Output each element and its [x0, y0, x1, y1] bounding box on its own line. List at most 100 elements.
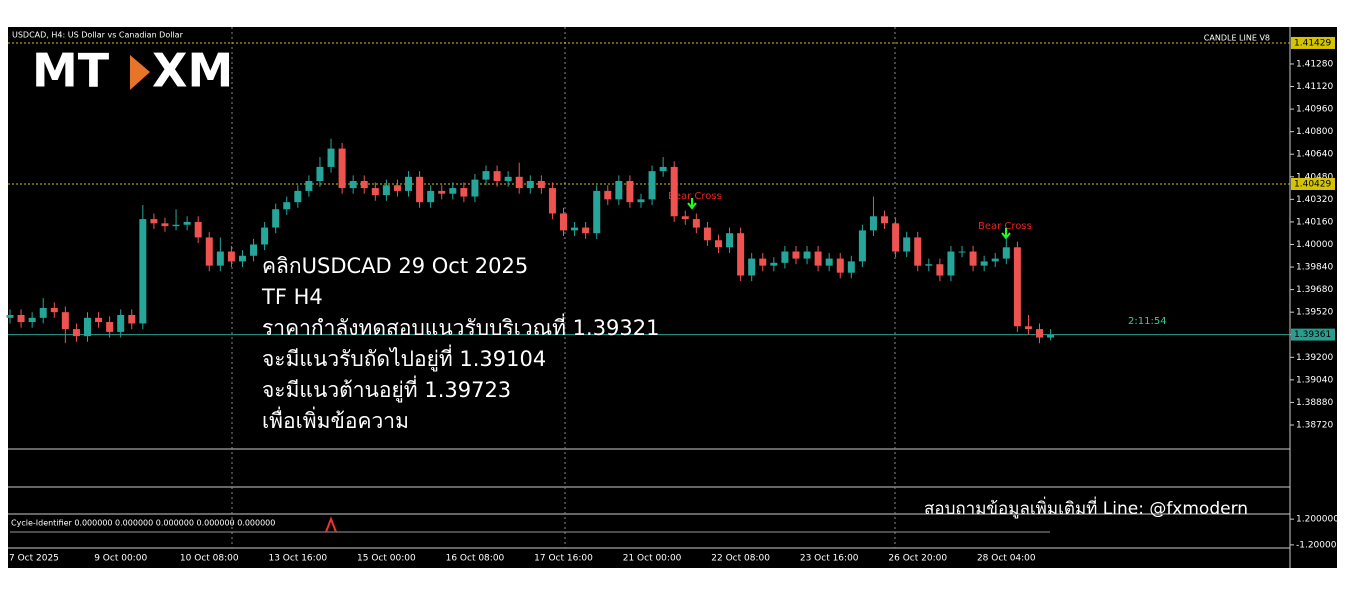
x-tick-label: 28 Oct 04:00 [977, 554, 1036, 564]
candle-body [825, 258, 833, 266]
candle-body [360, 181, 368, 189]
x-tick-label: 13 Oct 16:00 [268, 554, 327, 564]
candle-body [582, 227, 590, 234]
candle-body [659, 166, 667, 172]
candle-body [316, 166, 324, 182]
candle-body [759, 258, 767, 266]
candle-body [792, 251, 800, 259]
candle-body [493, 171, 501, 182]
candle-body [305, 181, 313, 191]
candle-body [892, 223, 900, 252]
candle-body [405, 176, 413, 191]
footer: สอบถามข้อมูลเพิ่มเติมที่ Line: @fxmodern [924, 496, 1248, 519]
candle-body [1013, 247, 1021, 327]
y-tick-label: -1.200000 [1296, 540, 1342, 550]
signal-arrow [687, 198, 697, 210]
y-tick-label: 1.40640 [1296, 150, 1333, 160]
candle-body [637, 199, 645, 203]
cycle-arrow [325, 516, 337, 533]
countdown: 2:11:54 [1128, 316, 1167, 327]
candle-body [427, 190, 435, 203]
candle-body [703, 227, 711, 241]
x-tick-label: 10 Oct 08:00 [180, 554, 239, 564]
logo-arrow [130, 55, 150, 90]
price-label-box [1291, 328, 1335, 341]
candle-body [571, 227, 579, 231]
y-tick-label: 1.40960 [1296, 105, 1333, 115]
y-tick-label: 1.41280 [1296, 59, 1333, 69]
candle-body [39, 307, 47, 318]
x-tick-label: 23 Oct 16:00 [800, 554, 859, 564]
logo-left: MT [32, 44, 110, 98]
candle-body [914, 237, 922, 266]
candle-body [903, 237, 911, 252]
candle-body [371, 188, 379, 196]
candle-body [648, 171, 656, 200]
candle-body [714, 240, 722, 248]
candle-body [626, 181, 634, 203]
candle-body [382, 185, 390, 196]
candle-body [227, 251, 235, 262]
candle-body [681, 216, 689, 220]
y-tick-label: 1.38880 [1296, 398, 1333, 408]
note-line: ราคากำลังทดสอบแนวรับบริเวณที่ 1.39321 [262, 313, 660, 340]
y-tick-label: 1.40480 [1296, 172, 1333, 182]
candle-body [814, 251, 822, 266]
candle-body [294, 190, 302, 203]
candle-body [17, 314, 25, 323]
candle-body [936, 264, 944, 276]
x-tick-label: 7 Oct 2025 [9, 554, 59, 564]
candle-body [548, 188, 556, 214]
candle-body [205, 237, 213, 266]
price-label: 1.40429 [1294, 179, 1331, 189]
logo-right: XM [152, 44, 233, 98]
note-line: จะมีแนวต้านอยู่ที่ 1.39723 [262, 375, 511, 403]
price-label: 1.41429 [1294, 38, 1331, 48]
indicator-name: CANDLE LINE V8 [1204, 34, 1270, 43]
y-tick-label: 1.39520 [1296, 308, 1333, 318]
candle-body [460, 188, 468, 197]
candle-body [881, 216, 889, 224]
candle-body [482, 171, 490, 180]
x-tick-label: 22 Oct 08:00 [711, 554, 770, 564]
candle-body [692, 219, 700, 228]
candle-body [748, 258, 756, 276]
candle-body [991, 258, 999, 262]
candle-body [438, 190, 446, 194]
candle-body [526, 181, 534, 189]
subwindow-label: Cycle-Identifier 0.000000 0.000000 0.000… [11, 519, 275, 528]
price-label: 1.39361 [1294, 330, 1331, 340]
note-line: จะมีแนวรับถัดไปอยู่ที่ 1.39104 [262, 344, 546, 372]
candle-body [925, 264, 933, 266]
candle-body [238, 255, 246, 262]
candle-body [737, 233, 745, 276]
candle-body [449, 188, 457, 194]
note-line: เพื่อเพิ่มข้อความ [262, 406, 409, 433]
candle-body [161, 223, 169, 227]
x-tick-label: 9 Oct 00:00 [94, 554, 147, 564]
y-tick-label: 1.39680 [1296, 285, 1333, 295]
y-tick-label: 1.39040 [1296, 375, 1333, 385]
candle-body [83, 317, 91, 337]
x-tick-label: 15 Oct 00:00 [357, 554, 416, 564]
chart-background [8, 27, 1337, 568]
y-tick-label: 1.39840 [1296, 263, 1333, 273]
note-line: TF H4 [261, 285, 323, 309]
candle-body [560, 213, 567, 231]
y-tick-label: 1.38720 [1296, 420, 1333, 430]
candle-body [515, 176, 523, 189]
candle-body [1024, 326, 1032, 330]
candle-body [106, 322, 114, 332]
annotation: Bear Cross [668, 191, 722, 202]
candle-body [537, 181, 545, 189]
candle-body [958, 251, 966, 253]
candle-body [803, 251, 811, 259]
x-tick-label: 16 Oct 08:00 [446, 554, 505, 564]
candle-body [1036, 329, 1044, 338]
candle-body [604, 190, 612, 200]
price-label-box [1291, 36, 1335, 49]
note-line: คลิกUSDCAD 29 Oct 2025 [262, 254, 528, 278]
candle-body [139, 219, 147, 324]
candle-body [95, 317, 103, 323]
